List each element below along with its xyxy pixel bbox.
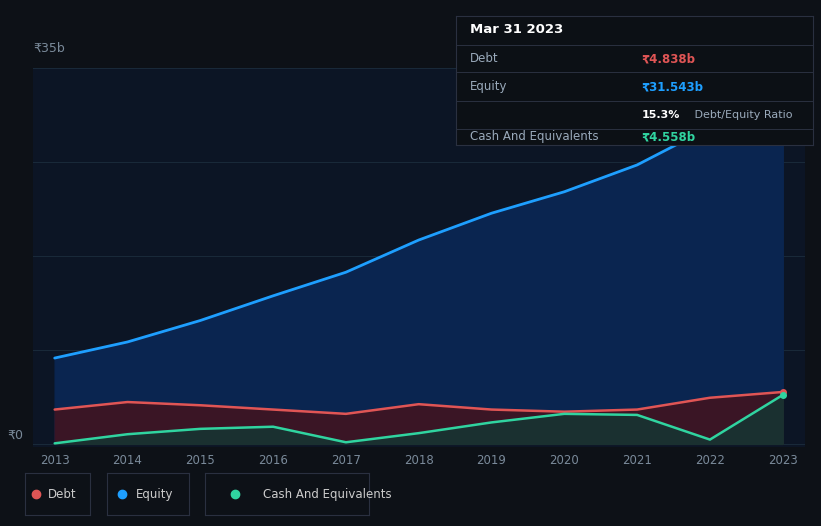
Text: Mar 31 2023: Mar 31 2023 [470, 23, 563, 36]
Text: ₹4.558b: ₹4.558b [641, 130, 695, 144]
Text: Debt/Equity Ratio: Debt/Equity Ratio [691, 110, 793, 120]
Text: ₹35b: ₹35b [33, 42, 65, 55]
Text: Cash And Equivalents: Cash And Equivalents [263, 488, 392, 501]
Text: 15.3%: 15.3% [641, 110, 680, 120]
Text: ₹0: ₹0 [7, 428, 24, 441]
Text: Cash And Equivalents: Cash And Equivalents [470, 130, 599, 144]
Text: Debt: Debt [48, 488, 76, 501]
Text: ₹4.838b: ₹4.838b [641, 53, 695, 65]
Text: Equity: Equity [470, 80, 507, 93]
Text: ₹31.543b: ₹31.543b [641, 80, 704, 93]
Text: Equity: Equity [135, 488, 173, 501]
Text: Debt: Debt [470, 53, 498, 65]
